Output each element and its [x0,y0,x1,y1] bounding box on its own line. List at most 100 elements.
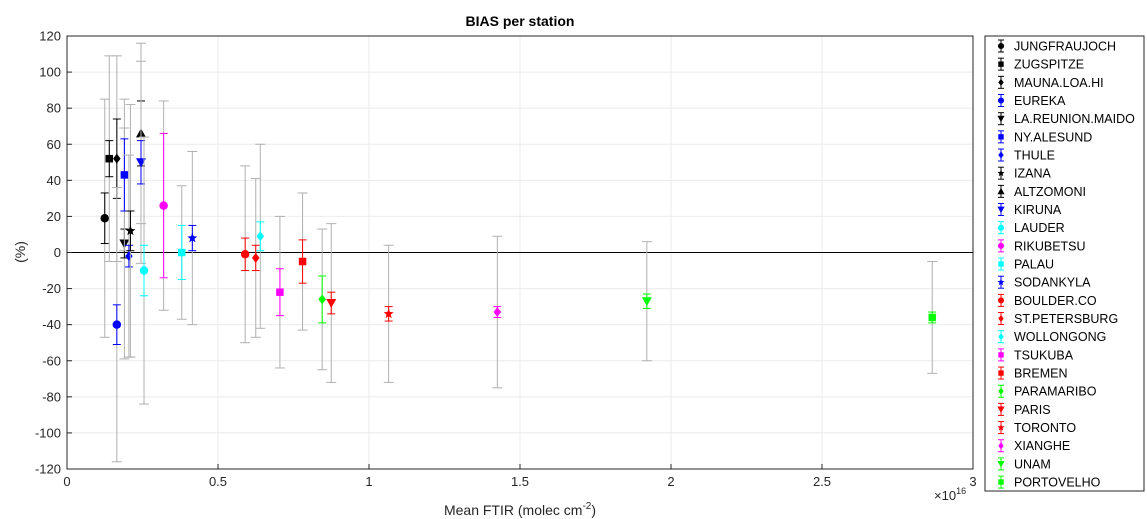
data-point-marker [135,158,146,168]
y-tick-label: 100 [39,65,61,80]
legend-item: NY.ALESUND [998,130,1092,144]
legend-label: LAUDER [1014,221,1065,235]
data-point-marker [641,297,652,307]
y-tick-label: -100 [35,425,61,440]
legend-label: PALAU [1014,258,1054,272]
station-point-group [139,136,150,405]
station-point-group [111,187,122,463]
legend-marker [997,242,1005,249]
legend-label: BOULDER.CO [1014,294,1097,308]
legend-marker [997,461,1005,468]
x-tick-label: 2.5 [813,474,831,489]
legend-item: ZUGSPITZE [998,57,1084,72]
y-tick-label: -60 [42,353,61,368]
legend-item: UNAM [997,457,1051,471]
data-point-marker [318,294,326,305]
station-point-group [240,165,251,344]
legend-label: SODANKYLA [1014,276,1091,290]
legend-marker [997,206,1005,214]
legend-item: PARAMARIBO [998,384,1097,399]
legend-label: THULE [1014,149,1055,163]
legend-item: PORTOVELHO [998,475,1101,490]
legend-item: MAUNA.LOA.HI [998,75,1104,90]
legend-marker [998,314,1004,323]
chart-title: BIAS per station [466,13,575,29]
station-point-group [187,150,198,326]
legend-label: JUNGFRAUJOCH [1014,40,1116,54]
legend-item: ALTZOMONI [997,184,1086,199]
x-tick-label: 3 [969,474,976,489]
station-point-group [250,178,261,338]
data-layer [99,42,938,463]
y-tick-label: -20 [42,281,61,296]
y-tick-label: 120 [39,29,61,44]
y-tick-label: 0 [54,245,61,260]
legend-marker [998,370,1004,376]
legend-marker [997,97,1005,104]
legend-label: PORTOVELHO [1014,476,1101,490]
legend-marker [998,261,1004,267]
data-point-marker [383,308,394,319]
legend-label: NY.ALESUND [1014,130,1092,144]
data-point-marker [276,288,284,296]
y-tick-label: -80 [42,389,61,404]
legend-item: ST.PETERSBURG [998,312,1118,326]
legend-label: MAUNA.LOA.HI [1014,76,1104,90]
y-tick-label: 80 [47,101,61,116]
x-tick-label: 1 [365,474,372,489]
legend-item: SODANKYLA [997,275,1091,290]
legend-label: ZUGSPITZE [1014,58,1084,72]
station-point-group [492,235,503,389]
legend-item: XIANGHE [998,439,1070,453]
legend-item: IZANA [997,166,1051,181]
legend-marker [997,187,1005,195]
legend-marker [997,278,1005,286]
station-point-group [158,100,169,311]
station-point-group [274,215,285,369]
station-point-group [99,98,110,338]
legend-item: PALAU [998,257,1054,272]
data-point-marker [493,307,502,318]
data-point-marker [928,313,936,322]
legend-marker [998,134,1004,140]
legend-label: WOLLONGONG [1014,330,1106,344]
legend-label: LA.REUNION.MAIDO [1014,112,1135,126]
legend-label: RIKUBETSU [1014,239,1086,253]
legend-label: EUREKA [1014,94,1066,108]
x-exponent-base: ×10 [934,488,956,503]
legend-box [984,35,1145,492]
x-exponent-power: 16 [956,486,966,496]
legend-marker [997,42,1005,50]
legend-item: RIKUBETSU [997,239,1086,253]
legend-label: PARAMARIBO [1014,385,1097,399]
station-point-group [326,223,337,383]
legend-marker [998,333,1004,341]
legend-marker [998,479,1004,485]
station-point-group [176,185,187,320]
legend-label: TORONTO [1014,421,1076,435]
legend-item: BOULDER.CO [997,293,1097,308]
x-tick-label: 2 [667,474,674,489]
legend-item: KIRUNA [997,203,1062,217]
legend-marker [997,406,1005,413]
data-point-marker [105,154,114,163]
station-point-group [297,192,308,331]
legend-marker [998,352,1004,358]
data-point-marker [256,231,265,242]
data-point-marker [113,153,121,164]
data-point-marker [112,320,122,329]
x-axis-label-superscript: -2 [582,501,591,512]
legend-item: TSUKUBA [998,348,1074,362]
legend-item: PARIS [997,402,1051,417]
legend-items: JUNGFRAUJOCH ZUGSPITZE MAUNA.LOA.HI EUREKA L… [997,39,1135,490]
legend-marker [998,78,1004,86]
x-axis-label: Mean FTIR (molec cm-2) [444,501,596,518]
station-point-group [927,261,938,374]
legend-label: ALTZOMONI [1014,185,1086,199]
legend-item: BREMEN [998,366,1067,381]
x-axis-label-close: ) [591,502,596,518]
legend-item: LAUDER [997,221,1065,235]
data-point-marker [252,252,260,263]
station-point-group [641,241,652,362]
